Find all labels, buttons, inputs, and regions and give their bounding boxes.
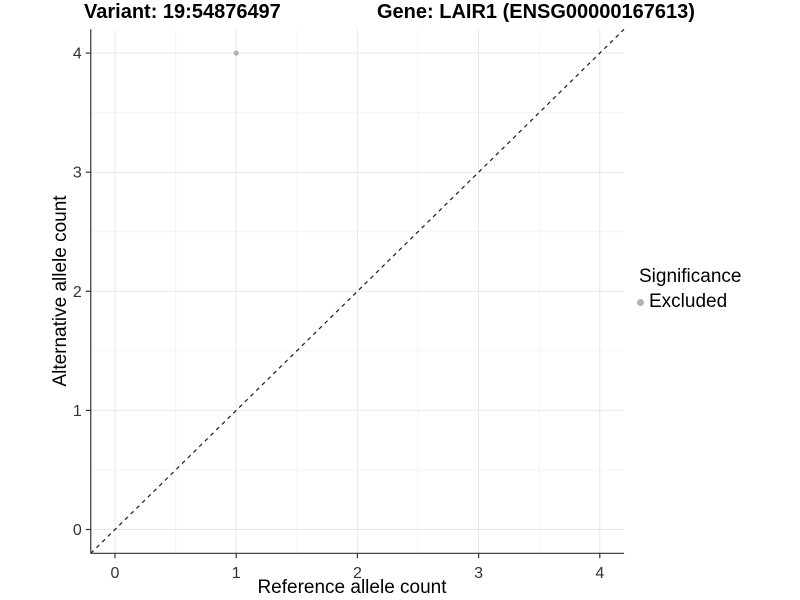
x-tick-label: 1 — [232, 565, 241, 582]
y-tick-label: 0 — [73, 522, 82, 539]
y-axis-title: Alternative allele count — [50, 195, 71, 387]
x-tick-label: 3 — [474, 565, 483, 582]
legend-item-excluded: Excluded — [637, 290, 741, 314]
legend-title: Significance — [639, 266, 742, 287]
y-tick-label: 2 — [73, 284, 82, 301]
y-tick-label: 3 — [73, 165, 82, 182]
excluded-point-icon — [637, 298, 644, 306]
data-point — [233, 50, 239, 56]
y-tick-label: 1 — [73, 403, 82, 420]
legend: Significance Excluded — [637, 266, 741, 314]
x-tick-label: 2 — [353, 565, 362, 582]
variant-title: Variant: 19:54876497 — [84, 1, 281, 23]
x-tick-label: 4 — [595, 565, 604, 582]
x-axis-title: Reference allele count — [257, 577, 447, 598]
y-tick-label: 4 — [73, 46, 82, 63]
x-tick-label: 0 — [111, 565, 120, 582]
legend-item-label: Excluded — [649, 291, 728, 312]
gene-title: Gene: LAIR1 (ENSG00000167613) — [377, 1, 695, 23]
